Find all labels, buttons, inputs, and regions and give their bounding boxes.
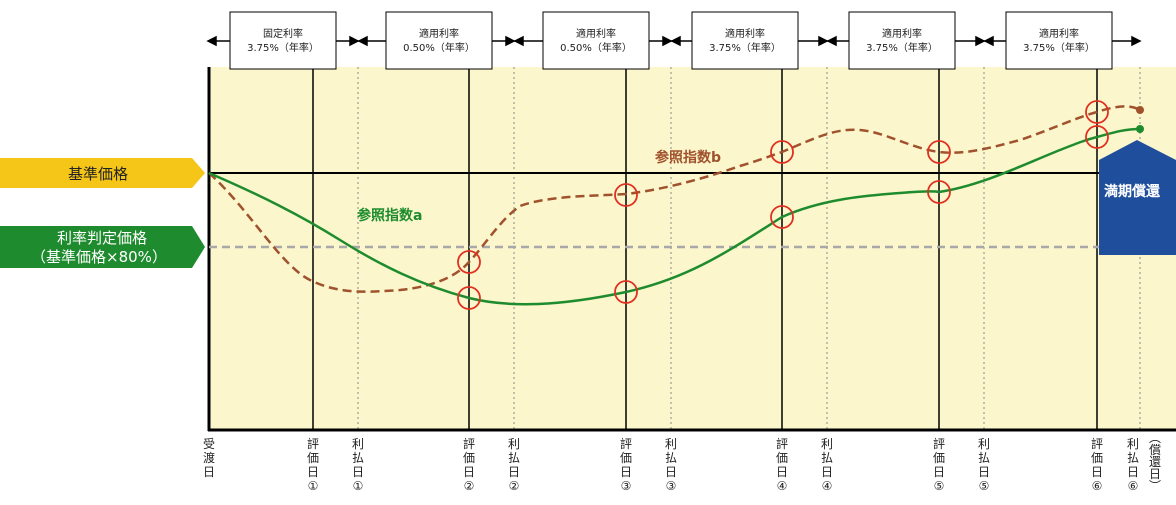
maturity-callout: 満期償還 [1099, 140, 1176, 255]
marker-a-6 [1085, 125, 1109, 149]
period-rate: 3.75%（年率） [247, 41, 319, 54]
series-a-line [208, 127, 1141, 306]
period-box-5: 適用利率 3.75%（年率） [848, 11, 956, 70]
marker-a-5 [927, 180, 951, 204]
period-arrows [206, 35, 1142, 47]
marker-b-2 [457, 250, 481, 274]
threshold-tag: 利率判定価格 （基準価格×80%） [0, 226, 205, 268]
x-label-7: 評価日 ④ [776, 436, 788, 493]
evaluation-lines [312, 67, 1098, 430]
x-label-6: 利払日 ③ [665, 437, 677, 493]
marker-a-4 [770, 205, 794, 229]
period-label: 適用利率 [882, 27, 922, 40]
marker-b-6 [1085, 100, 1109, 124]
threshold-sublabel: （基準価格×80%） [31, 248, 167, 266]
x-label-10: 利払日 ⑤ [978, 437, 990, 493]
period-rate: 0.50%（年率） [403, 41, 475, 54]
marker-b-4 [770, 140, 794, 164]
period-box-4: 適用利率 3.75%（年率） [691, 11, 799, 70]
series-a-endpoint [1136, 125, 1144, 133]
period-label: 適用利率 [576, 27, 616, 40]
series-b-line [208, 105, 1141, 293]
x-label-3: 評価日 ② [463, 436, 475, 493]
x-label-13: ︵償還日︶ [1149, 431, 1161, 493]
x-label-12: 利払日 ⑥ [1127, 437, 1139, 493]
marker-b-3 [614, 183, 638, 207]
evaluation-markers [457, 100, 1109, 310]
x-label-9: 評価日 ⑤ [933, 436, 945, 493]
marker-a-2 [457, 286, 481, 310]
marker-b-5 [927, 140, 951, 164]
period-box-3: 適用利率 0.50%（年率） [542, 11, 650, 70]
base-price-tag: 基準価格 [0, 158, 205, 188]
period-rate: 3.75%（年率） [709, 41, 781, 54]
series-b-label: 参照指数b [655, 149, 721, 166]
series-b-endpoint [1136, 106, 1144, 114]
maturity-label: 満期償還 [1104, 183, 1161, 200]
period-rate: 3.75%（年率） [866, 41, 938, 54]
x-label-0: 受渡日 [203, 437, 215, 479]
x-label-4: 利払日 ② [508, 437, 520, 493]
x-label-11: 評価日 ⑥ [1091, 436, 1103, 493]
period-box-6: 適用利率 3.75%（年率） [1005, 11, 1113, 70]
threshold-label: 利率判定価格 [57, 229, 147, 247]
period-rate: 0.50%（年率） [560, 41, 632, 54]
period-label: 適用利率 [419, 27, 459, 40]
x-label-5: 評価日 ③ [620, 436, 632, 493]
x-axis-labels: 受渡日 評価日 ① 利払日 ① 評価日 ② 利払日 ② 評価日 ③ 利払日 ③ 評価日 ④ 利… [203, 431, 1161, 493]
period-label: 適用利率 [725, 27, 765, 40]
x-label-2: 利払日 ① [352, 437, 364, 493]
period-label: 適用利率 [1039, 27, 1079, 40]
period-box-2: 適用利率 0.50%（年率） [385, 11, 493, 70]
plot-area [208, 67, 1176, 430]
base-price-label: 基準価格 [68, 165, 128, 183]
x-label-8: 利払日 ④ [821, 437, 833, 493]
x-label-1: 評価日 ① [307, 436, 319, 493]
period-label: 固定利率 [263, 27, 303, 40]
period-rate: 3.75%（年率） [1023, 41, 1095, 54]
marker-a-3 [614, 280, 638, 304]
period-box-1: 固定利率 3.75%（年率） [229, 11, 337, 70]
series-a-label: 参照指数a [357, 207, 422, 224]
